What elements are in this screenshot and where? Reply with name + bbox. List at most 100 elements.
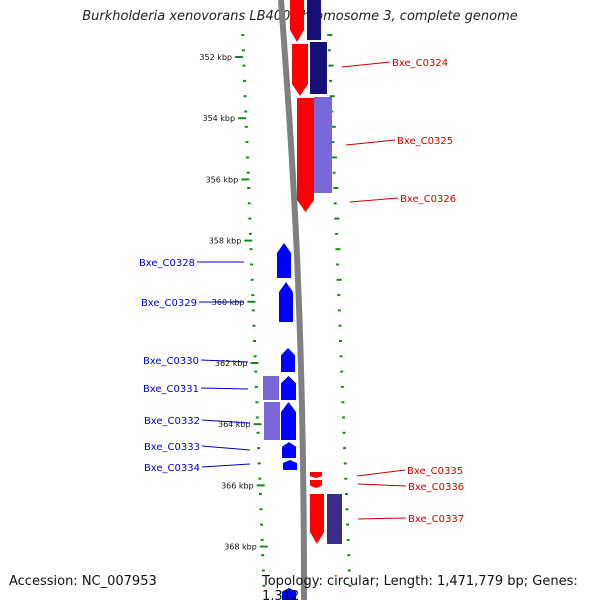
kbp-tick [250, 362, 259, 364]
guide-dot [244, 110, 248, 113]
guide-dot [255, 416, 259, 419]
kbp-tick-label: 368 kbp [224, 543, 257, 552]
reverse-gene-arrow [281, 402, 296, 440]
guide-dot [341, 401, 345, 404]
reverse-gene-arrow [283, 460, 297, 470]
guide-dot [342, 431, 346, 434]
guide-dot [341, 416, 345, 419]
kbp-tick [235, 56, 243, 58]
gene-label: Bxe_C0329 [141, 298, 197, 309]
guide-dot [254, 370, 258, 373]
label-leader-lines [197, 61, 407, 520]
guide-dot [258, 477, 262, 480]
guide-dot [257, 447, 261, 450]
kbp-tick [259, 545, 268, 548]
guide-dot [246, 171, 250, 174]
label-leader-line [201, 463, 251, 468]
gene-label: Bxe_C0330 [143, 356, 199, 367]
gene-label: Bxe_C0325 [397, 136, 453, 147]
guide-dot [344, 493, 348, 495]
guide-dot [346, 538, 350, 541]
guide-dot [262, 584, 266, 587]
reverse-gene-arrow [281, 376, 296, 400]
kbp-tick [256, 484, 265, 487]
guide-dot [244, 125, 248, 128]
guide-dot [347, 569, 351, 572]
guide-dot [247, 202, 251, 205]
guide-dot [261, 554, 265, 557]
guide-dot [256, 431, 260, 434]
outer-gene-band [310, 42, 327, 94]
gene-labels: Bxe_C0324 Bxe_C0325 Bxe_C0326 Bxe_C0328 Bxe_… [139, 58, 464, 525]
guide-dot [337, 309, 341, 312]
guide-dot [343, 447, 347, 450]
forward-gene-arrow [292, 44, 308, 96]
guide-dot [331, 141, 335, 144]
kbp-tick-label: 362 kbp [215, 359, 248, 368]
guide-dot [333, 187, 339, 189]
guide-dot [243, 95, 247, 98]
guide-dot [260, 538, 264, 541]
label-leader-line [356, 469, 406, 477]
label-leader-line [341, 61, 391, 68]
kbp-tick-label: 354 kbp [202, 114, 235, 123]
guide-dot [336, 263, 340, 266]
guide-dot [250, 278, 254, 281]
guide-dot [248, 232, 252, 235]
reverse-gene-arrow [281, 348, 295, 372]
guide-dot [334, 217, 340, 220]
guide-dot [331, 156, 337, 159]
guide-dot [245, 156, 249, 159]
guide-dot [339, 355, 343, 358]
label-leader-line [201, 419, 251, 424]
gene-label: Bxe_C0337 [408, 514, 464, 525]
guide-dot [248, 217, 252, 220]
guide-dot [335, 248, 341, 251]
guide-dot [340, 370, 344, 373]
kbp-tick [241, 178, 250, 181]
dotted-guide-lines [241, 34, 352, 587]
forward-gene-arrow [310, 472, 322, 478]
outer-gene-band [314, 97, 332, 193]
guide-dot [255, 401, 259, 404]
guide-dot [330, 125, 336, 128]
gene-features [263, 0, 342, 600]
guide-dot [333, 202, 337, 205]
guide-dot [249, 248, 253, 251]
inner-gene-band [263, 376, 279, 400]
chromosome-backbone [278, 0, 307, 600]
outer-gene-band [307, 0, 321, 40]
gene-label: Bxe_C0335 [407, 466, 463, 477]
gene-label: Bxe_C0333 [144, 442, 200, 453]
label-leader-line [201, 445, 251, 451]
guide-dot [251, 294, 255, 297]
kbp-tick-label: 366 kbp [221, 481, 254, 490]
gene-label: Bxe_C0331 [143, 384, 199, 395]
guide-dot [328, 64, 334, 67]
guide-dot [252, 324, 256, 327]
guide-dot [250, 263, 254, 266]
guide-dot [259, 508, 263, 511]
reverse-gene-arrow [282, 588, 296, 600]
guide-dot [261, 569, 265, 572]
forward-gene-arrow [290, 0, 304, 42]
outer-gene-band [327, 494, 342, 544]
accession-text: Accession: NC_007953 [9, 574, 157, 589]
guide-dot [258, 493, 262, 495]
label-leader-line [349, 197, 399, 203]
gene-label: Bxe_C0324 [392, 58, 448, 69]
reverse-gene-arrow [282, 442, 296, 458]
guide-dot [334, 232, 338, 235]
guide-dot [344, 477, 348, 480]
guide-dot [327, 49, 331, 52]
kbp-tick [247, 300, 256, 303]
gene-label: Bxe_C0332 [144, 416, 200, 427]
gene-label: Bxe_C0336 [408, 482, 464, 493]
guide-dot [347, 554, 351, 557]
forward-gene-arrow [310, 480, 322, 488]
guide-dot [251, 309, 255, 312]
guide-dot [242, 64, 246, 67]
reverse-gene-arrow [277, 243, 291, 278]
guide-dot [339, 340, 343, 342]
guide-dot [345, 508, 349, 511]
